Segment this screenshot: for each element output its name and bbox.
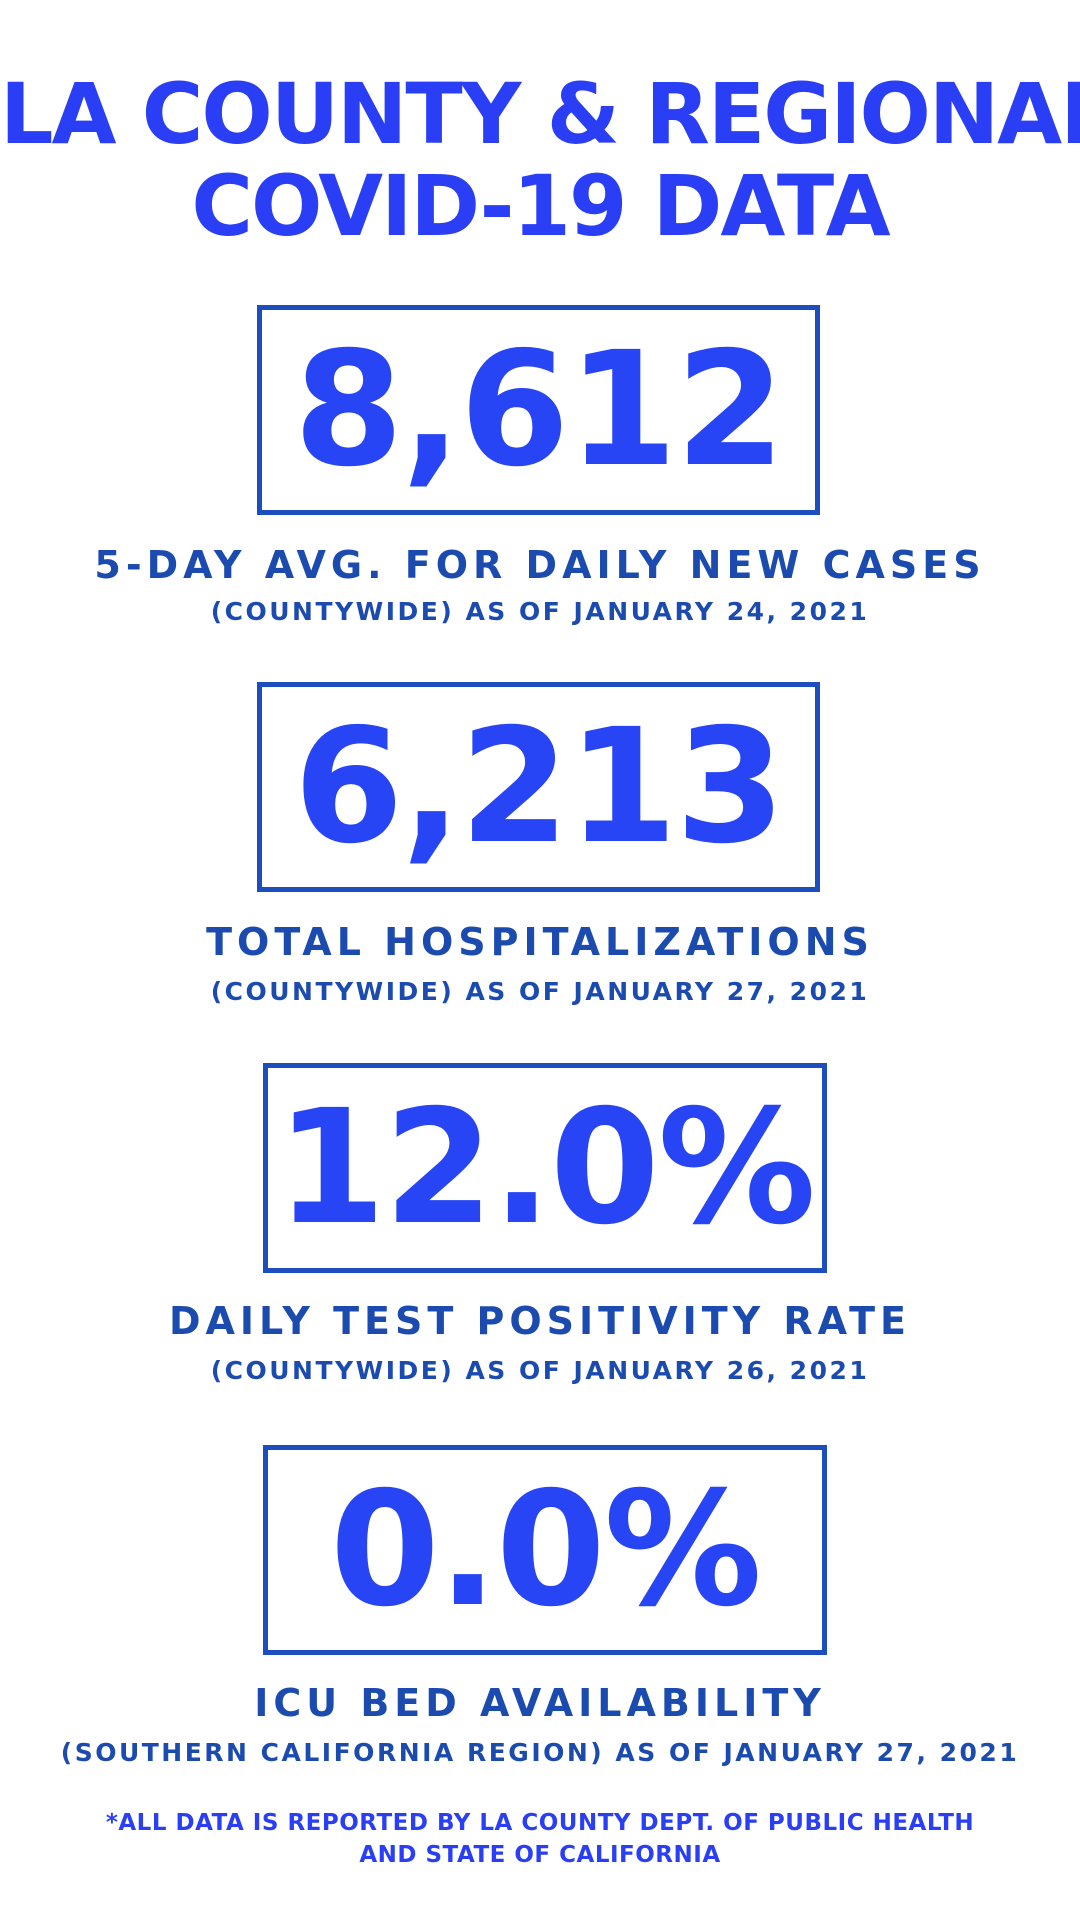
- stat-box: 8,612: [257, 305, 820, 515]
- stat-value: 12.0%: [275, 1076, 816, 1260]
- stat-box: 0.0%: [263, 1445, 827, 1655]
- stat-box: 12.0%: [263, 1063, 827, 1273]
- stat-sublabel: (COUNTYWIDE) AS OF JANUARY 27, 2021: [210, 977, 870, 1006]
- stat-sublabel: (COUNTYWIDE) AS OF JANUARY 24, 2021: [210, 597, 870, 626]
- stat-label: 5-DAY AVG. FOR DAILY NEW CASES: [94, 543, 986, 587]
- stat-sublabel: (SOUTHERN CALIFORNIA REGION) AS OF JANUA…: [60, 1738, 1020, 1767]
- stat-value: 8,612: [293, 318, 786, 502]
- stat-label: ICU BED AVAILABILITY: [254, 1681, 826, 1725]
- title-line: COVID-19 DATA: [191, 157, 890, 255]
- stat-value: 6,213: [293, 695, 786, 879]
- stat-label: TOTAL HOSPITALIZATIONS: [206, 920, 874, 964]
- title-line: LA COUNTY & REGIONAL: [0, 65, 1080, 163]
- footnote-line: *ALL DATA IS REPORTED BY LA COUNTY DEPT.…: [105, 1810, 975, 1836]
- stat-box: 6,213: [257, 682, 820, 892]
- stat-label: DAILY TEST POSITIVITY RATE: [168, 1299, 912, 1343]
- stat-sublabel: (COUNTYWIDE) AS OF JANUARY 26, 2021: [210, 1356, 870, 1385]
- stat-value: 0.0%: [329, 1458, 762, 1642]
- footnote-line: AND STATE OF CALIFORNIA: [359, 1842, 721, 1868]
